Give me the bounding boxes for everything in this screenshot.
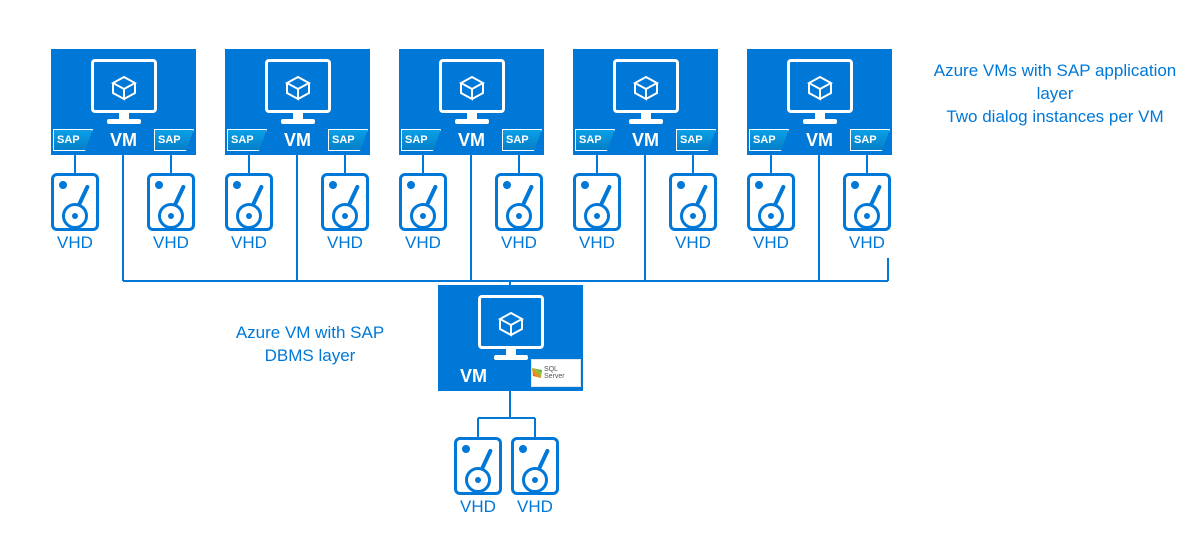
stand-icon	[119, 111, 129, 119]
vm-label: VM	[573, 130, 718, 151]
disk-icon	[399, 173, 447, 231]
disk-icon	[225, 173, 273, 231]
disk-icon	[511, 437, 559, 495]
vhd-disk: VHD	[399, 173, 447, 253]
caption-text: Azure VM with SAP DBMS layer	[236, 323, 384, 365]
vhd-label: VHD	[51, 233, 99, 253]
cube-icon	[111, 75, 137, 106]
disk-icon	[321, 173, 369, 231]
disk-icon	[573, 173, 621, 231]
vhd-label: VHD	[454, 497, 502, 517]
vhd-label: VHD	[511, 497, 559, 517]
disk-icon	[51, 173, 99, 231]
base-icon	[455, 119, 489, 124]
vhd-label: VHD	[321, 233, 369, 253]
vhd-disk: VHD	[321, 173, 369, 253]
vhd-label: VHD	[495, 233, 543, 253]
cube-icon	[633, 75, 659, 106]
sql-server-badge-icon: SQL Server	[531, 359, 581, 387]
vhd-label: VHD	[399, 233, 447, 253]
vhd-label: VHD	[573, 233, 621, 253]
vm-label: VM	[51, 130, 196, 151]
stand-icon	[641, 111, 651, 119]
disk-icon	[843, 173, 891, 231]
cube-icon	[807, 75, 833, 106]
vhd-label: VHD	[747, 233, 795, 253]
sql-flag-icon	[532, 368, 542, 378]
vhd-disk: VHD	[454, 437, 502, 517]
vhd-disk: VHD	[511, 437, 559, 517]
sql-text: SQL Server	[544, 366, 580, 380]
vhd-disk: VHD	[51, 173, 99, 253]
vhd-disk: VHD	[747, 173, 795, 253]
base-icon	[629, 119, 663, 124]
vhd-label: VHD	[147, 233, 195, 253]
disk-icon	[454, 437, 502, 495]
vhd-disk: VHD	[225, 173, 273, 253]
base-icon	[803, 119, 837, 124]
stand-icon	[506, 347, 516, 355]
caption-text: Azure VMs with SAP application layer Two…	[934, 61, 1177, 126]
stand-icon	[293, 111, 303, 119]
vm-label: VM	[225, 130, 370, 151]
stand-icon	[815, 111, 825, 119]
vhd-disk: VHD	[669, 173, 717, 253]
cube-icon	[498, 311, 524, 342]
base-icon	[281, 119, 315, 124]
base-icon	[494, 355, 528, 360]
vhd-disk: VHD	[843, 173, 891, 253]
vm-label: VM	[399, 130, 544, 151]
app-vm-2: SAP SAP VM	[225, 49, 370, 155]
disk-icon	[495, 173, 543, 231]
caption-app-layer: Azure VMs with SAP application layer Two…	[930, 60, 1180, 129]
dbms-vm: VM SQL Server	[438, 285, 583, 391]
cube-icon	[285, 75, 311, 106]
vhd-label: VHD	[669, 233, 717, 253]
stand-icon	[467, 111, 477, 119]
app-vm-3: SAP SAP VM	[399, 49, 544, 155]
vhd-disk: VHD	[495, 173, 543, 253]
app-vm-5: SAP SAP VM	[747, 49, 892, 155]
vhd-disk: VHD	[573, 173, 621, 253]
disk-icon	[147, 173, 195, 231]
vhd-label: VHD	[843, 233, 891, 253]
caption-dbms-layer: Azure VM with SAP DBMS layer	[220, 322, 400, 368]
disk-icon	[747, 173, 795, 231]
app-vm-4: SAP SAP VM	[573, 49, 718, 155]
vhd-disk: VHD	[147, 173, 195, 253]
disk-icon	[669, 173, 717, 231]
cube-icon	[459, 75, 485, 106]
base-icon	[107, 119, 141, 124]
vm-label: VM	[747, 130, 892, 151]
app-vm-1: SAP SAP VM	[51, 49, 196, 155]
vhd-label: VHD	[225, 233, 273, 253]
